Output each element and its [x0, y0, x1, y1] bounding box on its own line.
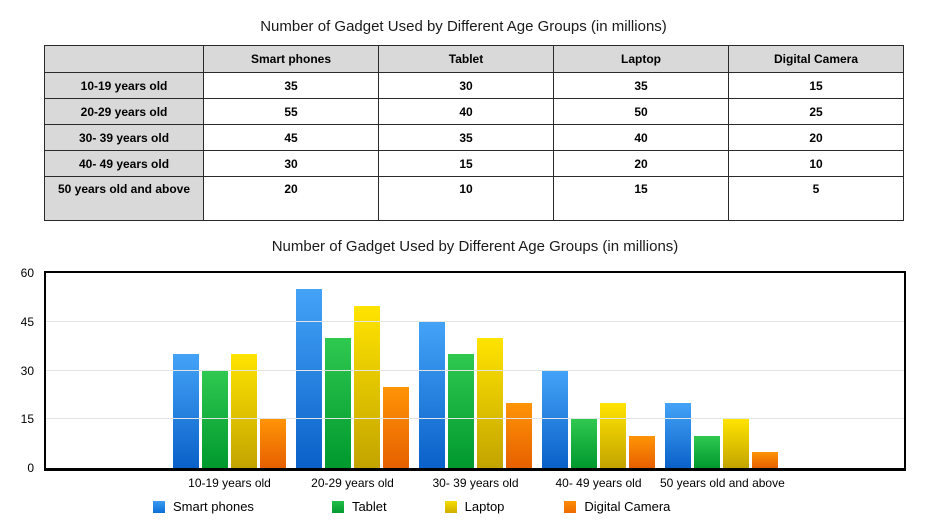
- table-cell: 35: [553, 72, 729, 99]
- table-cell: 25: [728, 98, 904, 125]
- bar: [260, 419, 286, 468]
- legend-swatch: [564, 500, 577, 513]
- y-tick-label: 15: [20, 412, 34, 427]
- gridline: [46, 369, 904, 371]
- bar: [600, 403, 626, 468]
- bar-group: [173, 354, 286, 468]
- table-row: 10-19 years old 35 30 35 15: [44, 72, 904, 99]
- legend-item: Digital Camera: [564, 499, 670, 514]
- x-category-label: 10-19 years old: [188, 476, 271, 490]
- table-cell: 20: [553, 150, 729, 177]
- x-category-label: 40- 49 years old: [555, 476, 642, 490]
- bar: [723, 419, 749, 468]
- table-header-row: Smart phones Tablet Laptop Digital Camera: [44, 45, 904, 73]
- legend-label: Digital Camera: [584, 499, 671, 514]
- table-cell: 55: [203, 98, 379, 125]
- chart-legend: Smart phones Tablet Laptop Digital Camera: [0, 499, 927, 514]
- table-cell: 10: [728, 150, 904, 177]
- y-tick-label: 30: [20, 363, 34, 378]
- bar: [506, 403, 532, 468]
- bar: [231, 354, 257, 468]
- table-cell: 30: [203, 150, 379, 177]
- table-cell: 35: [203, 72, 379, 99]
- bar-group: [665, 403, 778, 468]
- bar: [752, 451, 778, 468]
- table-cell: 15: [378, 150, 554, 177]
- table-corner-cell: [44, 45, 204, 73]
- bar: [477, 338, 503, 468]
- legend-label: Smart phones: [173, 499, 254, 514]
- table-row-label: 40- 49 years old: [44, 150, 204, 177]
- table-row-label: 30- 39 years old: [44, 124, 204, 151]
- table-row-label: 50 years old and above: [44, 176, 204, 221]
- legend-item: Laptop: [444, 499, 505, 514]
- bar-group: [296, 289, 409, 468]
- table-cell: 15: [553, 176, 729, 221]
- table-cell: 10: [378, 176, 554, 221]
- bar-group: [419, 321, 532, 468]
- table-cell: 40: [378, 98, 554, 125]
- gridline: [46, 418, 904, 420]
- legend-swatch: [331, 500, 344, 513]
- table-cell: 15: [728, 72, 904, 99]
- table-cell: 20: [203, 176, 379, 221]
- table-header: Smart phones Tablet Laptop Digital Camera: [44, 45, 904, 73]
- table-cell: 5: [728, 176, 904, 221]
- bar: [354, 305, 380, 468]
- bar: [665, 403, 691, 468]
- table-cell: 20: [728, 124, 904, 151]
- table-column-header: Tablet: [378, 45, 554, 73]
- table-column-header: Smart phones: [203, 45, 379, 73]
- bars-region: [173, 289, 778, 468]
- bar: [542, 370, 568, 468]
- bar: [571, 419, 597, 468]
- bar: [202, 370, 228, 468]
- table-column-header: Digital Camera: [728, 45, 904, 73]
- legend-label: Laptop: [464, 499, 505, 514]
- bar: [296, 289, 322, 468]
- bar-group: [542, 370, 655, 468]
- chart-plot-area: [44, 271, 906, 471]
- table-body: 10-19 years old 35 30 35 15 20-29 years old 55…: [44, 72, 904, 221]
- gridline: [46, 320, 904, 322]
- x-axis-labels: 10-19 years old 20-29 years old 30- 39 yea…: [168, 476, 785, 490]
- legend-swatch: [153, 500, 165, 513]
- chart-title: Number of Gadget Used by Different Age G…: [271, 238, 679, 255]
- y-tick-label: 0: [27, 461, 34, 475]
- table-row: 40- 49 years old 30 15 20 10: [44, 150, 904, 177]
- bar: [629, 435, 655, 468]
- table-row: 50 years old and above 20 10 15 5: [44, 176, 904, 221]
- bar: [694, 435, 720, 468]
- table-cell: 35: [378, 124, 554, 151]
- bar: [419, 321, 445, 468]
- legend-item: Smart phones: [153, 499, 254, 514]
- table-row-label: 20-29 years old: [44, 98, 204, 125]
- table-row-label: 10-19 years old: [44, 72, 204, 99]
- table-title: Number of Gadget Used by Different Age G…: [260, 18, 667, 35]
- table-cell: 40: [553, 124, 729, 151]
- y-tick-label: 60: [20, 266, 34, 280]
- x-category-label: 20-29 years old: [311, 476, 394, 490]
- legend-swatch: [444, 500, 457, 513]
- x-category-label: 50 years old and above: [660, 476, 785, 490]
- table-column-header: Laptop: [553, 45, 729, 73]
- table-cell: 45: [203, 124, 379, 151]
- data-table: Smart phones Tablet Laptop Digital Camera 1…: [44, 45, 904, 221]
- bar: [383, 386, 409, 468]
- table-cell: 30: [378, 72, 554, 99]
- table-cell: 50: [553, 98, 729, 125]
- table-row: 20-29 years old 55 40 50 25: [44, 98, 904, 125]
- y-tick-label: 45: [20, 314, 34, 329]
- bar: [173, 354, 199, 468]
- bar: [325, 338, 351, 468]
- table-row: 30- 39 years old 45 35 40 20: [44, 124, 904, 151]
- bar: [448, 354, 474, 468]
- legend-item: Tablet: [331, 499, 387, 514]
- legend-label: Tablet: [351, 499, 387, 514]
- x-category-label: 30- 39 years old: [432, 476, 519, 490]
